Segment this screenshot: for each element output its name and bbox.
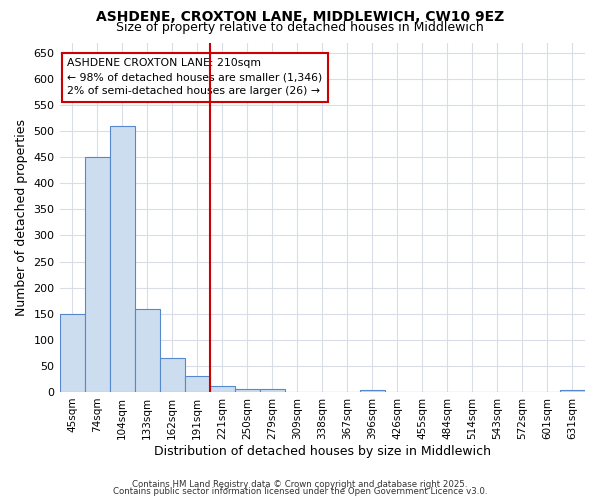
Text: Contains public sector information licensed under the Open Government Licence v3: Contains public sector information licen… (113, 487, 487, 496)
Bar (85, 157, 110, 392)
Bar (59, 314, 85, 392)
Text: Contains HM Land Registry data © Crown copyright and database right 2025.: Contains HM Land Registry data © Crown c… (132, 480, 468, 489)
Bar (134, 308, 160, 392)
Text: ASHDENE CROXTON LANE: 210sqm
← 98% of detached houses are smaller (1,346)
2% of : ASHDENE CROXTON LANE: 210sqm ← 98% of de… (67, 58, 323, 96)
Bar (260, 390, 285, 392)
Bar (560, 390, 585, 392)
Bar (110, 126, 134, 392)
Bar (360, 390, 385, 392)
Bar (235, 389, 260, 392)
Y-axis label: Number of detached properties: Number of detached properties (15, 118, 28, 316)
Text: Size of property relative to detached houses in Middlewich: Size of property relative to detached ho… (116, 21, 484, 34)
Bar (209, 386, 235, 392)
Bar (185, 376, 209, 392)
Text: ASHDENE, CROXTON LANE, MIDDLEWICH, CW10 9EZ: ASHDENE, CROXTON LANE, MIDDLEWICH, CW10 … (96, 10, 504, 24)
Bar (160, 358, 185, 392)
X-axis label: Distribution of detached houses by size in Middlewich: Distribution of detached houses by size … (154, 444, 491, 458)
